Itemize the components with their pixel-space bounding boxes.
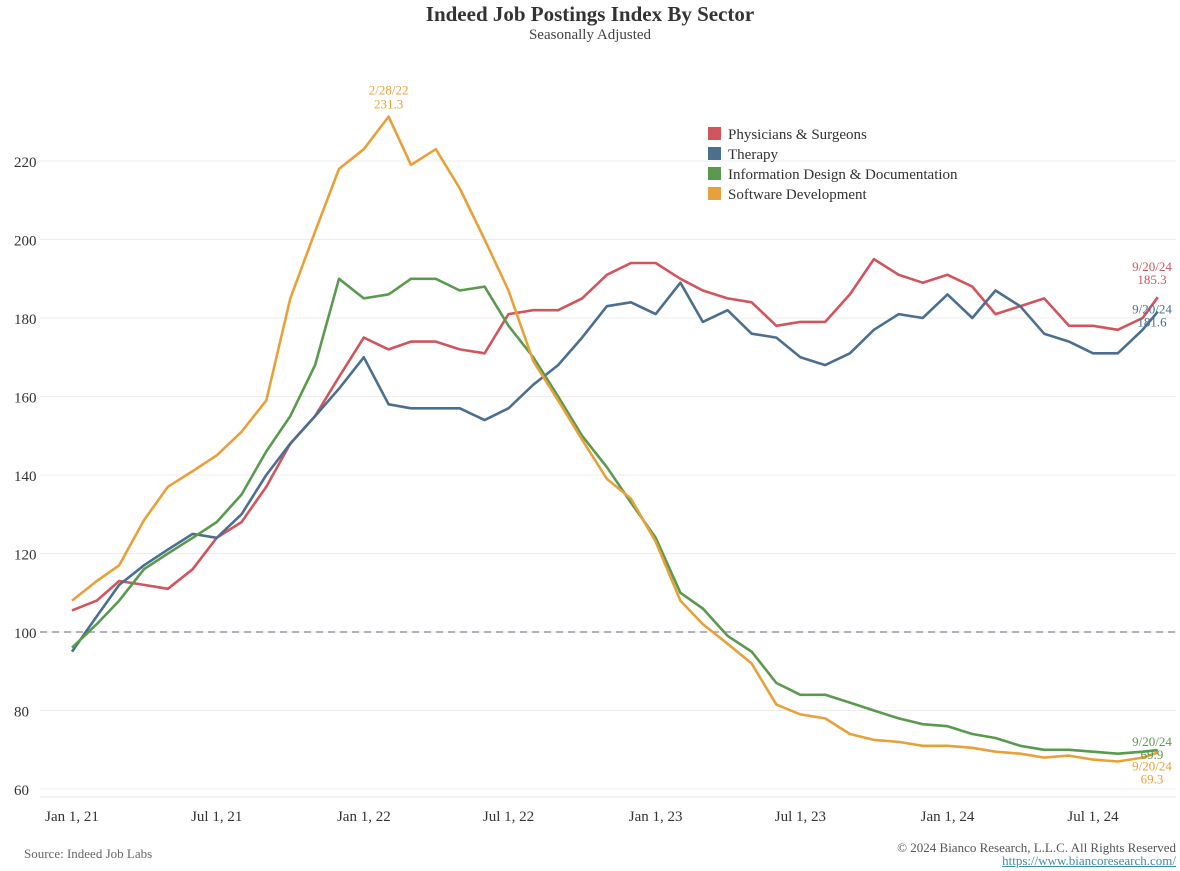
- y-tick-label: 200: [14, 234, 37, 250]
- legend-swatch: [708, 127, 721, 140]
- y-tick-label: 160: [14, 391, 37, 407]
- series-line-information-design-documentation: [71, 277, 1158, 756]
- legend-label: Software Development: [728, 187, 868, 203]
- y-tick-label: 220: [14, 155, 37, 171]
- copyright-note: © 2024 Bianco Research, L.L.C. All Right…: [897, 840, 1176, 855]
- peak-date-annotation: 2/28/22: [369, 83, 409, 98]
- end-date-annotation: 9/20/24: [1132, 302, 1172, 317]
- x-tick-label: Jul 1, 24: [1067, 809, 1119, 825]
- x-tick-label: Jul 1, 23: [775, 809, 826, 825]
- end-value-annotation: 185.3: [1137, 272, 1166, 287]
- x-tick-label: Jul 1, 22: [483, 809, 534, 825]
- end-value-annotation: 69.9: [1141, 747, 1164, 762]
- end-value-annotation: 69.3: [1141, 771, 1164, 786]
- y-tick-label: 180: [14, 312, 37, 328]
- legend-label: Therapy: [728, 147, 778, 163]
- end-value-annotation: 181.6: [1137, 315, 1167, 330]
- end-date-annotation: 9/20/24: [1132, 734, 1172, 749]
- x-tick-label: Jan 1, 21: [45, 809, 99, 825]
- y-tick-label: 140: [14, 469, 37, 485]
- series-line-physicians-surgeons: [71, 257, 1159, 612]
- y-tick-label: 120: [14, 548, 37, 564]
- peak-value-annotation: 231.3: [374, 97, 403, 112]
- legend-swatch: [708, 147, 721, 160]
- series-line-software-development: [71, 115, 1159, 763]
- y-tick-label: 60: [14, 783, 29, 799]
- end-date-annotation: 9/20/24: [1132, 758, 1172, 773]
- series-line-therapy: [70, 281, 1159, 653]
- legend-label: Information Design & Documentation: [728, 167, 958, 183]
- legend-swatch: [708, 167, 721, 180]
- x-tick-label: Jul 1, 21: [191, 809, 242, 825]
- x-tick-label: Jan 1, 22: [337, 809, 391, 825]
- end-date-annotation: 9/20/24: [1132, 259, 1172, 274]
- source-note: Source: Indeed Job Labs: [24, 846, 153, 861]
- y-tick-label: 100: [14, 626, 37, 642]
- legend-swatch: [708, 187, 721, 200]
- x-tick-label: Jan 1, 23: [629, 809, 683, 825]
- chart-title: Indeed Job Postings Index By Sector: [425, 2, 755, 26]
- x-tick-label: Jan 1, 24: [921, 809, 975, 825]
- website-link[interactable]: https://www.biancoresearch.com/: [1002, 853, 1176, 868]
- chart-subtitle: Seasonally Adjusted: [528, 27, 652, 43]
- legend-label: Physicians & Surgeons: [728, 127, 867, 143]
- y-tick-label: 80: [14, 705, 29, 721]
